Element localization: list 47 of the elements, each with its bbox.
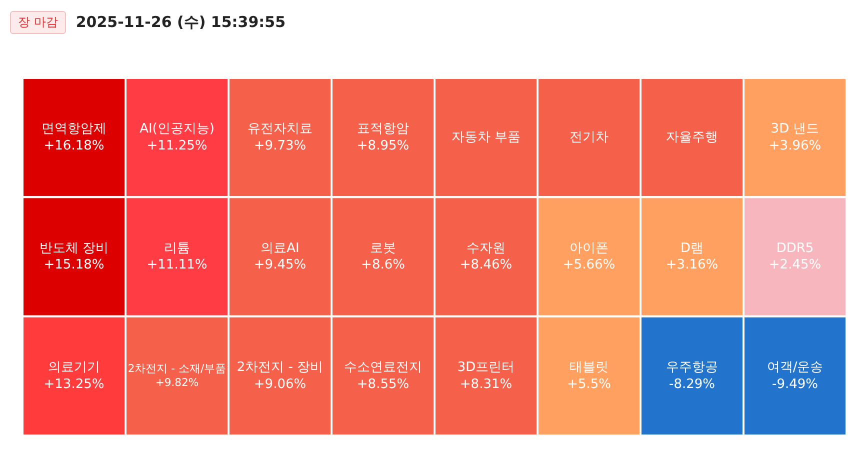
data-label: +8.46%	[460, 258, 512, 273]
data-label: +8.95%	[356, 138, 410, 154]
data-label: +13.25%	[44, 376, 104, 392]
category-label: 우주항공	[666, 360, 718, 375]
category-label: 2차전지 - 소재/부품	[128, 362, 226, 375]
category-label: 3D 낸드	[770, 122, 820, 137]
data-label: +11.25%	[146, 138, 208, 154]
category-label: 자율주행	[666, 130, 718, 146]
data-label: +8.31%	[460, 376, 512, 392]
category-label: 수소연료전지	[344, 360, 422, 375]
data-label: +3.96%	[768, 138, 822, 154]
category-label: D램	[680, 240, 704, 256]
data-label: +9.82%	[155, 376, 199, 389]
category-label: 의료AI	[260, 240, 300, 256]
data-label: +8.6%	[361, 258, 405, 273]
category-label: 아이폰	[570, 240, 608, 256]
category-label: 로봇	[370, 240, 396, 256]
data-label: +9.73%	[254, 138, 306, 154]
category-label: 면역항암제	[42, 122, 106, 137]
data-label: +16.18%	[44, 138, 104, 154]
category-label: 표적항암	[357, 122, 409, 137]
data-label: +11.11%	[146, 258, 208, 273]
category-label: 유전자치료	[248, 122, 312, 137]
category-label: 반도체 장비	[39, 240, 109, 256]
text: 장 마감	[10, 10, 66, 34]
text: 2025-11-26 (수) 15:39:55	[76, 12, 286, 32]
data-label: +5.5%	[567, 376, 611, 392]
category-label: DDR5	[776, 240, 814, 256]
data-label: -8.29%	[669, 376, 715, 392]
category-label: 태블릿	[570, 360, 608, 375]
category-label: 수자원	[466, 240, 506, 256]
data-label: -9.49%	[772, 376, 818, 392]
data-label: +9.06%	[254, 376, 306, 392]
data-label: +5.66%	[562, 258, 616, 273]
data-label: +8.55%	[356, 376, 410, 392]
category-label: 의료기기	[48, 360, 100, 375]
category-label: 전기차	[570, 130, 608, 146]
category-label: 자동차 부품	[451, 130, 521, 146]
data-label: +9.45%	[254, 258, 306, 273]
data-label: +15.18%	[44, 258, 104, 273]
category-label: 3D프린터	[457, 360, 515, 375]
category-label: 2차전지 - 장비	[236, 360, 324, 375]
category-label: 리튬	[164, 240, 190, 256]
category-label: 여객/운송	[766, 360, 824, 375]
data-label: +3.16%	[666, 258, 718, 273]
category-label: AI(인공지능)	[140, 122, 214, 137]
data-label: +2.45%	[768, 258, 822, 273]
